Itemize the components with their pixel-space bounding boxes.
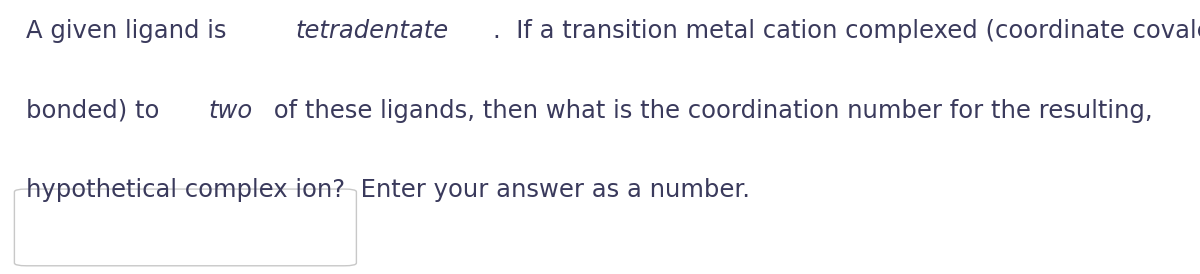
Text: two: two: [209, 99, 253, 123]
Text: hypothetical complex ion?  Enter your answer as a number.: hypothetical complex ion? Enter your ans…: [26, 178, 750, 202]
Text: of these ligands, then what is the coordination number for the resulting,: of these ligands, then what is the coord…: [265, 99, 1152, 123]
FancyBboxPatch shape: [14, 189, 356, 266]
Text: tetradentate: tetradentate: [295, 19, 449, 43]
Text: bonded) to: bonded) to: [26, 99, 168, 123]
Text: .  If a transition metal cation complexed (coordinate covalently: . If a transition metal cation complexed…: [493, 19, 1200, 43]
Text: A given ligand is: A given ligand is: [26, 19, 235, 43]
